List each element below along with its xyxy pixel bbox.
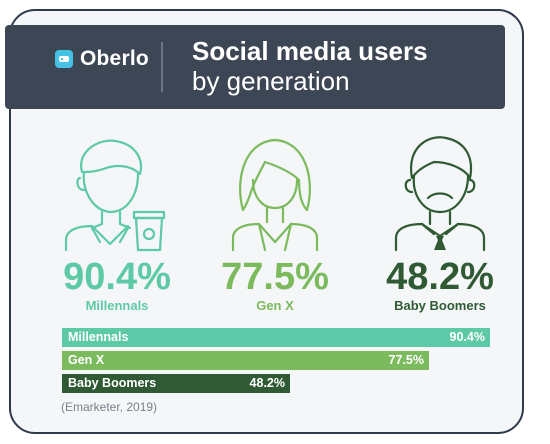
baby-boomer-man-with-tie-icon [394,136,486,252]
gen-x-bar-value: 77.5% [388,353,424,367]
gen-x-percentage: 77.5% [221,256,329,298]
gen-x-label: Gen X [256,298,294,313]
millennial-person-with-coffee-icon [64,139,166,252]
logo-text: Oberlo [80,47,149,70]
millennials-label: Millennals [85,298,149,313]
oberlo-logo-icon [55,50,73,68]
gen-x-bar: Gen X 77.5% [62,351,429,370]
header-divider [161,42,163,92]
baby-boomers-percentage: 48.2% [386,256,494,298]
baby-boomers-bar: Baby Boomers 48.2% [62,374,290,393]
page-subtitle: by generation [192,66,350,96]
millennials-percentage: 90.4% [63,256,171,298]
source-citation: (Emarketer, 2019) [61,400,158,414]
baby-boomers-bar-label: Baby Boomers [68,376,157,390]
millennials-bar-label: Millennals [68,330,129,344]
baby-boomers-label: Baby Boomers [394,298,486,313]
gen-x-woman-icon [231,138,319,252]
header-banner [5,25,505,109]
baby-boomers-bar-value: 48.2% [249,376,285,390]
millennials-bar: Millennals 90.4% [62,328,490,347]
millennials-bar-value: 90.4% [449,330,485,344]
gen-x-bar-label: Gen X [68,353,105,367]
page-title: Social media users [192,36,428,66]
